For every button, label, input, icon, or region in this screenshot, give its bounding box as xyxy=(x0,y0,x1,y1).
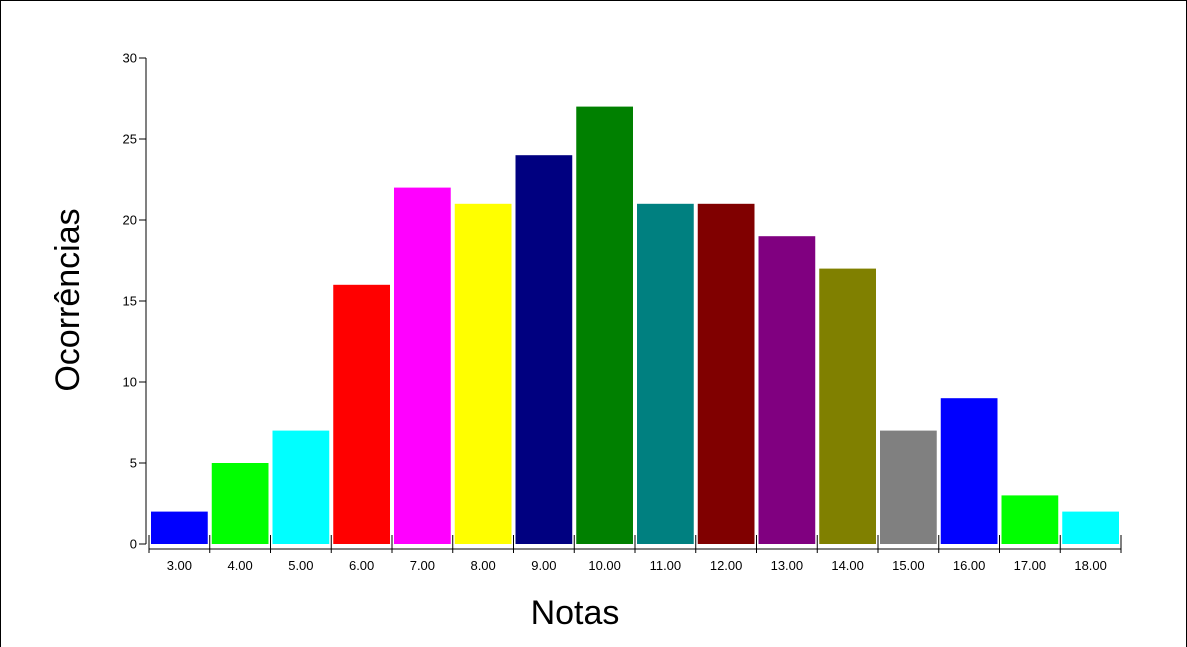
x-tick-label: 16.00 xyxy=(953,558,986,573)
bar-14.00 xyxy=(819,268,876,544)
x-tick-label: 14.00 xyxy=(831,558,864,573)
x-axis-title: Notas xyxy=(531,594,620,632)
y-tick-label: 30 xyxy=(123,51,137,66)
x-tick-label: 5.00 xyxy=(288,558,313,573)
bar-10.00 xyxy=(576,106,633,544)
y-tick-label: 0 xyxy=(130,537,137,552)
y-axis-title: Ocorrências xyxy=(49,208,87,391)
bar-5.00 xyxy=(272,430,330,544)
x-tick-label: 4.00 xyxy=(227,558,252,573)
bar-13.00 xyxy=(758,236,816,544)
x-tick-label: 11.00 xyxy=(650,558,682,573)
bar-11.00 xyxy=(637,203,694,545)
x-tick-label: 8.00 xyxy=(470,558,495,573)
bar-16.00 xyxy=(940,398,998,544)
x-tick-label: 6.00 xyxy=(349,558,374,573)
bar-4.00 xyxy=(211,463,269,544)
bar-17.00 xyxy=(1001,495,1059,544)
bar-18.00 xyxy=(1062,511,1119,544)
bar-3.00 xyxy=(151,511,208,544)
bar-6.00 xyxy=(333,284,390,544)
y-ticks-group: 0 5 10 15 20 25 30 xyxy=(123,51,146,552)
x-tick-label: 10.00 xyxy=(588,558,621,573)
y-tick-label: 15 xyxy=(123,294,137,309)
x-tick-label: 7.00 xyxy=(410,558,435,573)
y-tick-label: 25 xyxy=(123,132,137,147)
x-tick-label: 18.00 xyxy=(1074,558,1107,573)
y-tick-label: 5 xyxy=(130,456,137,471)
x-tick-label: 17.00 xyxy=(1014,558,1047,573)
x-tick-label: 15.00 xyxy=(892,558,925,573)
x-tick-label: 13.00 xyxy=(771,558,804,573)
y-tick-label: 20 xyxy=(123,213,137,228)
x-ticks-group: 3.00 4.00 5.00 6.00 7.00 8.00 9.00 10.00 11.00 12… xyxy=(148,535,1122,573)
x-tick-label: 9.00 xyxy=(531,558,556,573)
bar-9.00 xyxy=(515,155,573,544)
y-tick-label: 10 xyxy=(123,375,137,390)
bars-group xyxy=(151,106,1119,545)
bar-7.00 xyxy=(394,187,451,544)
bar-12.00 xyxy=(697,203,755,545)
bar-15.00 xyxy=(880,430,937,544)
bar-8.00 xyxy=(454,203,512,545)
x-tick-label: 12.00 xyxy=(710,558,743,573)
x-tick-label: 3.00 xyxy=(167,558,192,573)
